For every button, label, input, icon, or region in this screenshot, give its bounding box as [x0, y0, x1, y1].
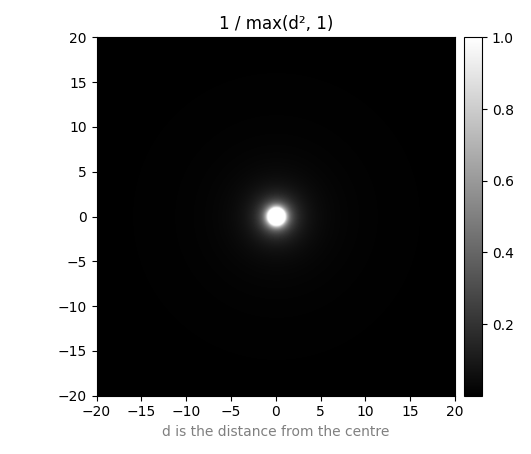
X-axis label: d is the distance from the centre: d is the distance from the centre [162, 425, 389, 439]
Title: 1 / max(d², 1): 1 / max(d², 1) [219, 15, 333, 33]
